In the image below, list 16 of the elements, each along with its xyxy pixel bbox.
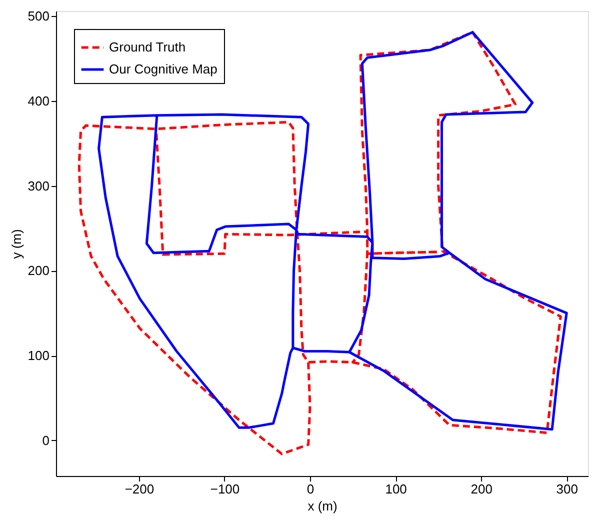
x-tick-label: 200	[470, 482, 492, 496]
y-tick-label: 300	[28, 178, 50, 194]
y-tick-label: 200	[28, 263, 50, 278]
y-tick-label: 500	[28, 8, 50, 24]
y-tick-label: 0	[42, 432, 50, 448]
x-tick-label: 100	[385, 482, 407, 496]
x-tick-label: −200	[124, 482, 154, 496]
legend-label: Ground Truth	[109, 40, 186, 54]
y-axis-title: y (m)	[8, 229, 24, 259]
x-tick-label: −100	[210, 482, 240, 496]
y-tick-label: 100	[28, 348, 50, 364]
x-axis-title: x (m)	[308, 498, 338, 514]
legend-label: Our Cognitive Map	[109, 62, 218, 76]
x-tick-label: 300	[556, 482, 578, 496]
x-tick-label: 0	[306, 482, 314, 496]
y-tick-label: 400	[28, 93, 50, 108]
